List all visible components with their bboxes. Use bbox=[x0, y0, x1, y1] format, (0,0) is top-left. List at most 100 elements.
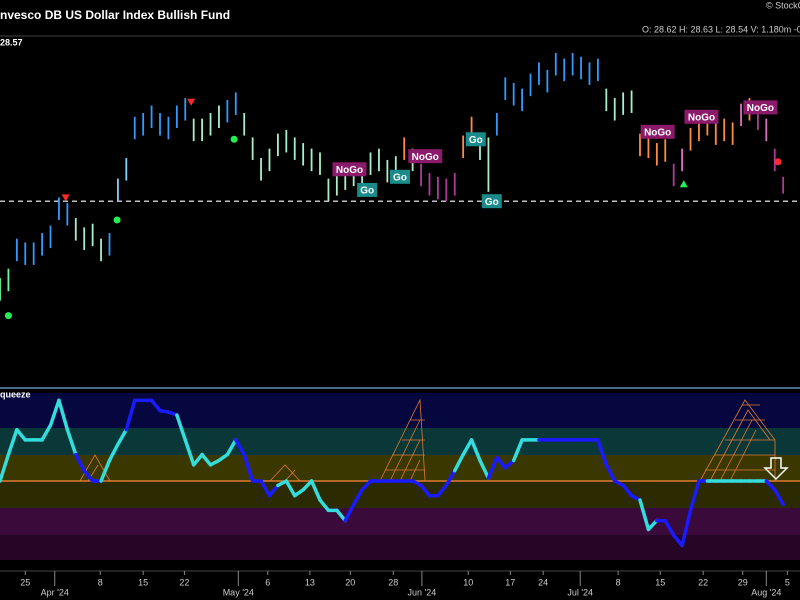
oscillator-segment bbox=[772, 488, 785, 507]
x-tick-label: 15 bbox=[655, 577, 665, 587]
oscillator-segment bbox=[99, 458, 112, 483]
oscillator-segment bbox=[688, 479, 701, 513]
marker bbox=[774, 158, 782, 166]
x-tick-label: 15 bbox=[138, 577, 148, 587]
signal-label: NoGo bbox=[640, 124, 675, 139]
x-tick-label: 22 bbox=[179, 577, 189, 587]
oscillator-segment bbox=[486, 455, 499, 480]
oscillator-segment bbox=[175, 413, 188, 442]
marker bbox=[679, 180, 688, 188]
marker bbox=[61, 194, 70, 202]
x-month-label: Jul '24 bbox=[567, 587, 593, 597]
oscillator-segment bbox=[48, 398, 61, 428]
signal-label-bg bbox=[408, 149, 443, 164]
signal-label-bg bbox=[640, 124, 675, 139]
marker bbox=[113, 216, 121, 224]
oscillator-segment bbox=[234, 438, 246, 457]
ohlc-readout: O: 28.62 H: 28.63 L: 28.54 V: 1.180m -0. bbox=[642, 24, 800, 34]
x-tick-label: 6 bbox=[265, 577, 270, 587]
oscillator-segment bbox=[191, 452, 204, 467]
signal-label: NoGo bbox=[743, 100, 778, 115]
signal-label-text: Go bbox=[469, 135, 483, 146]
squeeze-arrow bbox=[763, 457, 789, 481]
signal-label: NoGo bbox=[684, 109, 719, 124]
x-month-label: Apr '24 bbox=[41, 587, 69, 597]
signal-label-bg bbox=[390, 169, 410, 184]
signal-label-bg bbox=[357, 182, 378, 197]
band bbox=[0, 455, 800, 481]
x-tick-label: 10 bbox=[463, 577, 473, 587]
oscillator-segment bbox=[57, 398, 70, 432]
signal-label: Go bbox=[390, 169, 410, 184]
oscillator-segment bbox=[284, 479, 297, 498]
oscillator-segment bbox=[478, 458, 491, 480]
signal-label: Go bbox=[357, 182, 378, 197]
source: © StockC bbox=[766, 0, 800, 10]
x-tick-label: 17 bbox=[505, 577, 515, 587]
signal-label-bg bbox=[332, 162, 367, 177]
signal-label-bg bbox=[684, 109, 719, 124]
price-label: 28.57 bbox=[0, 37, 23, 47]
oscillator-segment bbox=[452, 452, 465, 473]
oscillator-segment bbox=[764, 479, 777, 492]
x-tick-label: 8 bbox=[616, 577, 621, 587]
oscillator-segment bbox=[663, 518, 676, 538]
oscillator-segment bbox=[469, 438, 482, 463]
oscillator-segment bbox=[343, 502, 356, 523]
signal-label-text: NoGo bbox=[336, 165, 363, 176]
indicator-label: queeze bbox=[0, 389, 31, 399]
oscillator-segment bbox=[15, 427, 28, 442]
signal-label-bg bbox=[481, 194, 502, 209]
oscillator-segment bbox=[495, 455, 508, 470]
marker bbox=[4, 312, 12, 320]
signal-label-text: Go bbox=[393, 172, 407, 183]
oscillator-segment bbox=[318, 498, 331, 513]
oscillator-segment bbox=[149, 398, 162, 413]
signal-label-bg bbox=[743, 100, 778, 115]
x-month-label: Aug '24 bbox=[751, 587, 781, 597]
signal-label: Go bbox=[465, 132, 486, 147]
x-tick-label: 28 bbox=[388, 577, 398, 587]
band bbox=[0, 428, 800, 455]
oscillator-segment bbox=[65, 427, 78, 457]
oscillator-segment bbox=[309, 479, 322, 502]
signal-label-text: NoGo bbox=[412, 152, 439, 163]
oscillator-segment bbox=[511, 438, 524, 463]
oscillator-segment bbox=[444, 468, 457, 488]
oscillator-segment bbox=[503, 458, 516, 470]
oscillator-segment bbox=[461, 438, 474, 457]
x-tick-label: 22 bbox=[698, 577, 708, 587]
x-tick-label: 20 bbox=[345, 577, 355, 587]
oscillator-segment bbox=[596, 438, 609, 467]
x-tick-label: 29 bbox=[738, 577, 748, 587]
x-month-label: Jun '24 bbox=[408, 587, 437, 597]
oscillator-segment bbox=[107, 442, 120, 463]
oscillator-segment bbox=[360, 479, 373, 492]
oscillator-segment bbox=[335, 508, 348, 523]
marker bbox=[230, 135, 238, 143]
oscillator-segment bbox=[301, 479, 314, 492]
oscillator-segment bbox=[259, 479, 272, 498]
oscillator-segment bbox=[242, 452, 255, 483]
oscillator-segment bbox=[638, 498, 651, 532]
oscillator-segment bbox=[604, 463, 617, 483]
x-tick-label: 25 bbox=[20, 577, 30, 587]
signal-label: Go bbox=[481, 194, 502, 209]
oscillator-segment bbox=[267, 483, 280, 498]
oscillator-segment bbox=[671, 533, 684, 548]
oscillator-segment bbox=[74, 452, 86, 473]
oscillator-segment bbox=[621, 483, 634, 498]
signal-label-bg bbox=[465, 132, 486, 147]
oscillator-segment bbox=[40, 423, 53, 442]
squeeze-grid bbox=[79, 398, 776, 482]
x-tick-label: 13 bbox=[305, 577, 315, 587]
x-tick-label: 5 bbox=[785, 577, 790, 587]
signal-label-text: Go bbox=[485, 197, 499, 208]
x-tick-label: 24 bbox=[538, 577, 548, 587]
band bbox=[0, 535, 800, 560]
signal-label: NoGo bbox=[408, 149, 443, 164]
oscillator-segment bbox=[200, 452, 213, 467]
oscillator-segment bbox=[680, 508, 693, 548]
oscillator-segment bbox=[124, 398, 137, 432]
